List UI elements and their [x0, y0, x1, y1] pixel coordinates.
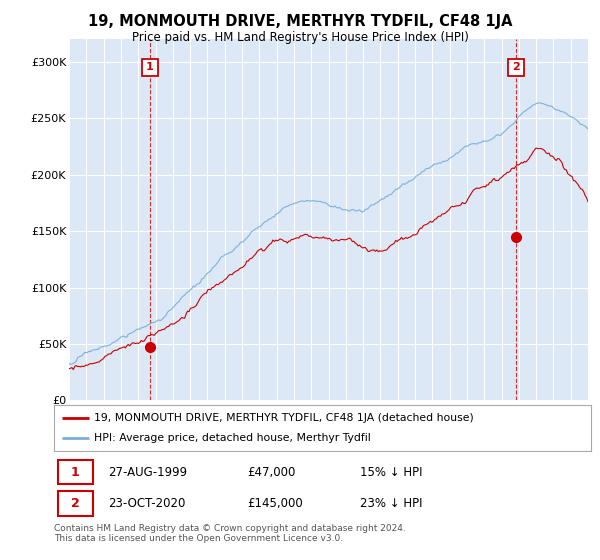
Text: Contains HM Land Registry data © Crown copyright and database right 2024.
This d: Contains HM Land Registry data © Crown c… [54, 524, 406, 543]
Text: 19, MONMOUTH DRIVE, MERTHYR TYDFIL, CF48 1JA (detached house): 19, MONMOUTH DRIVE, MERTHYR TYDFIL, CF48… [94, 413, 474, 423]
Text: 2: 2 [71, 497, 79, 510]
Text: HPI: Average price, detached house, Merthyr Tydfil: HPI: Average price, detached house, Mert… [94, 433, 371, 443]
Text: 23-OCT-2020: 23-OCT-2020 [108, 497, 185, 510]
Text: 2: 2 [512, 62, 520, 72]
Text: £47,000: £47,000 [247, 466, 296, 479]
Text: 27-AUG-1999: 27-AUG-1999 [108, 466, 187, 479]
Text: £145,000: £145,000 [247, 497, 303, 510]
Text: 1: 1 [146, 62, 154, 72]
FancyBboxPatch shape [58, 491, 92, 516]
Text: Price paid vs. HM Land Registry's House Price Index (HPI): Price paid vs. HM Land Registry's House … [131, 31, 469, 44]
Text: 23% ↓ HPI: 23% ↓ HPI [360, 497, 422, 510]
Text: 19, MONMOUTH DRIVE, MERTHYR TYDFIL, CF48 1JA: 19, MONMOUTH DRIVE, MERTHYR TYDFIL, CF48… [88, 14, 512, 29]
FancyBboxPatch shape [58, 460, 92, 484]
Text: 15% ↓ HPI: 15% ↓ HPI [360, 466, 422, 479]
Text: 1: 1 [71, 466, 79, 479]
